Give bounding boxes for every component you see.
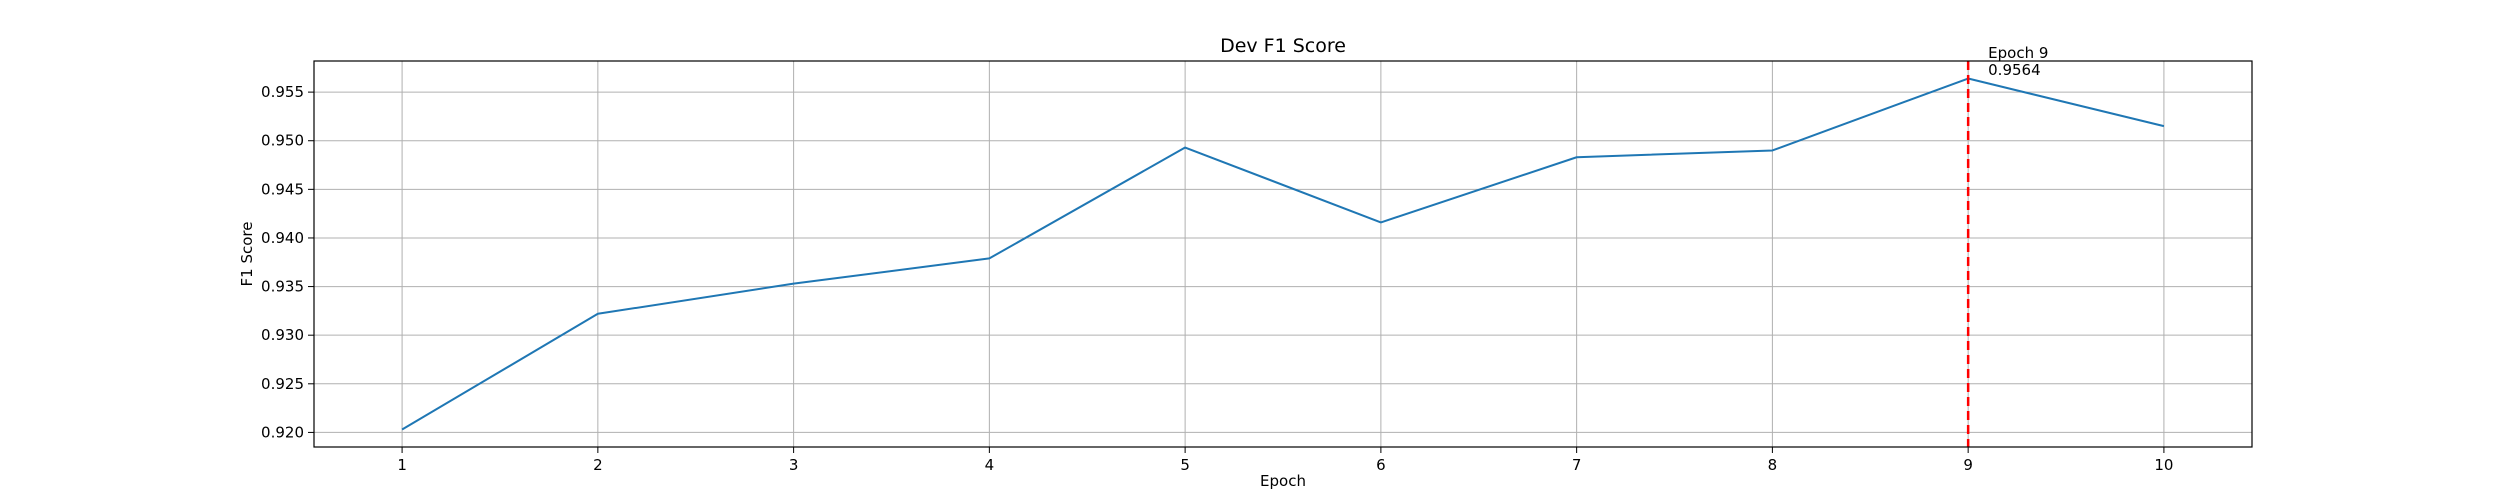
x-tick-label-8: 8	[1768, 456, 1778, 474]
series-layer	[401, 77, 2165, 431]
x-axis-ticks: 1 2 3 4 5 6 7 8 9 10	[397, 447, 2173, 474]
y-axis-ticks: 0.920 0.925 0.930 0.935 0.940 0.945 0.950 0.955	[261, 83, 314, 441]
x-tick-label-7: 7	[1572, 456, 1582, 474]
x-tick-label-1: 1	[397, 456, 407, 474]
y-tick-label-0: 0.920	[261, 423, 304, 441]
x-tick-label-10: 10	[2154, 456, 2173, 474]
series-line-0	[401, 77, 2165, 431]
y-tick-label-6: 0.950	[261, 132, 304, 150]
y-axis-label: F1 Score	[238, 222, 256, 287]
y-tick-label-2: 0.930	[261, 326, 304, 344]
x-tick-label-9: 9	[1963, 456, 1973, 474]
best-epoch-label: Epoch 9	[1988, 44, 2048, 62]
y-tick-label-7: 0.955	[261, 83, 304, 101]
plot-frame	[313, 60, 2253, 448]
x-tick-label-3: 3	[789, 456, 799, 474]
y-tick-label-5: 0.945	[261, 180, 304, 198]
x-tick-label-5: 5	[1180, 456, 1190, 474]
y-tick-label-1: 0.925	[261, 375, 304, 393]
x-axis-label: Epoch	[1260, 472, 1306, 490]
x-tick-label-4: 4	[985, 456, 995, 474]
x-tick-label-6: 6	[1376, 456, 1386, 474]
y-tick-label-4: 0.940	[261, 229, 304, 247]
x-tick-label-2: 2	[593, 456, 603, 474]
best-epoch-value: 0.9564	[1988, 61, 2041, 79]
y-tick-label-3: 0.935	[261, 278, 304, 296]
chart-title: Dev F1 Score	[1220, 35, 1346, 57]
grid	[314, 61, 2252, 447]
